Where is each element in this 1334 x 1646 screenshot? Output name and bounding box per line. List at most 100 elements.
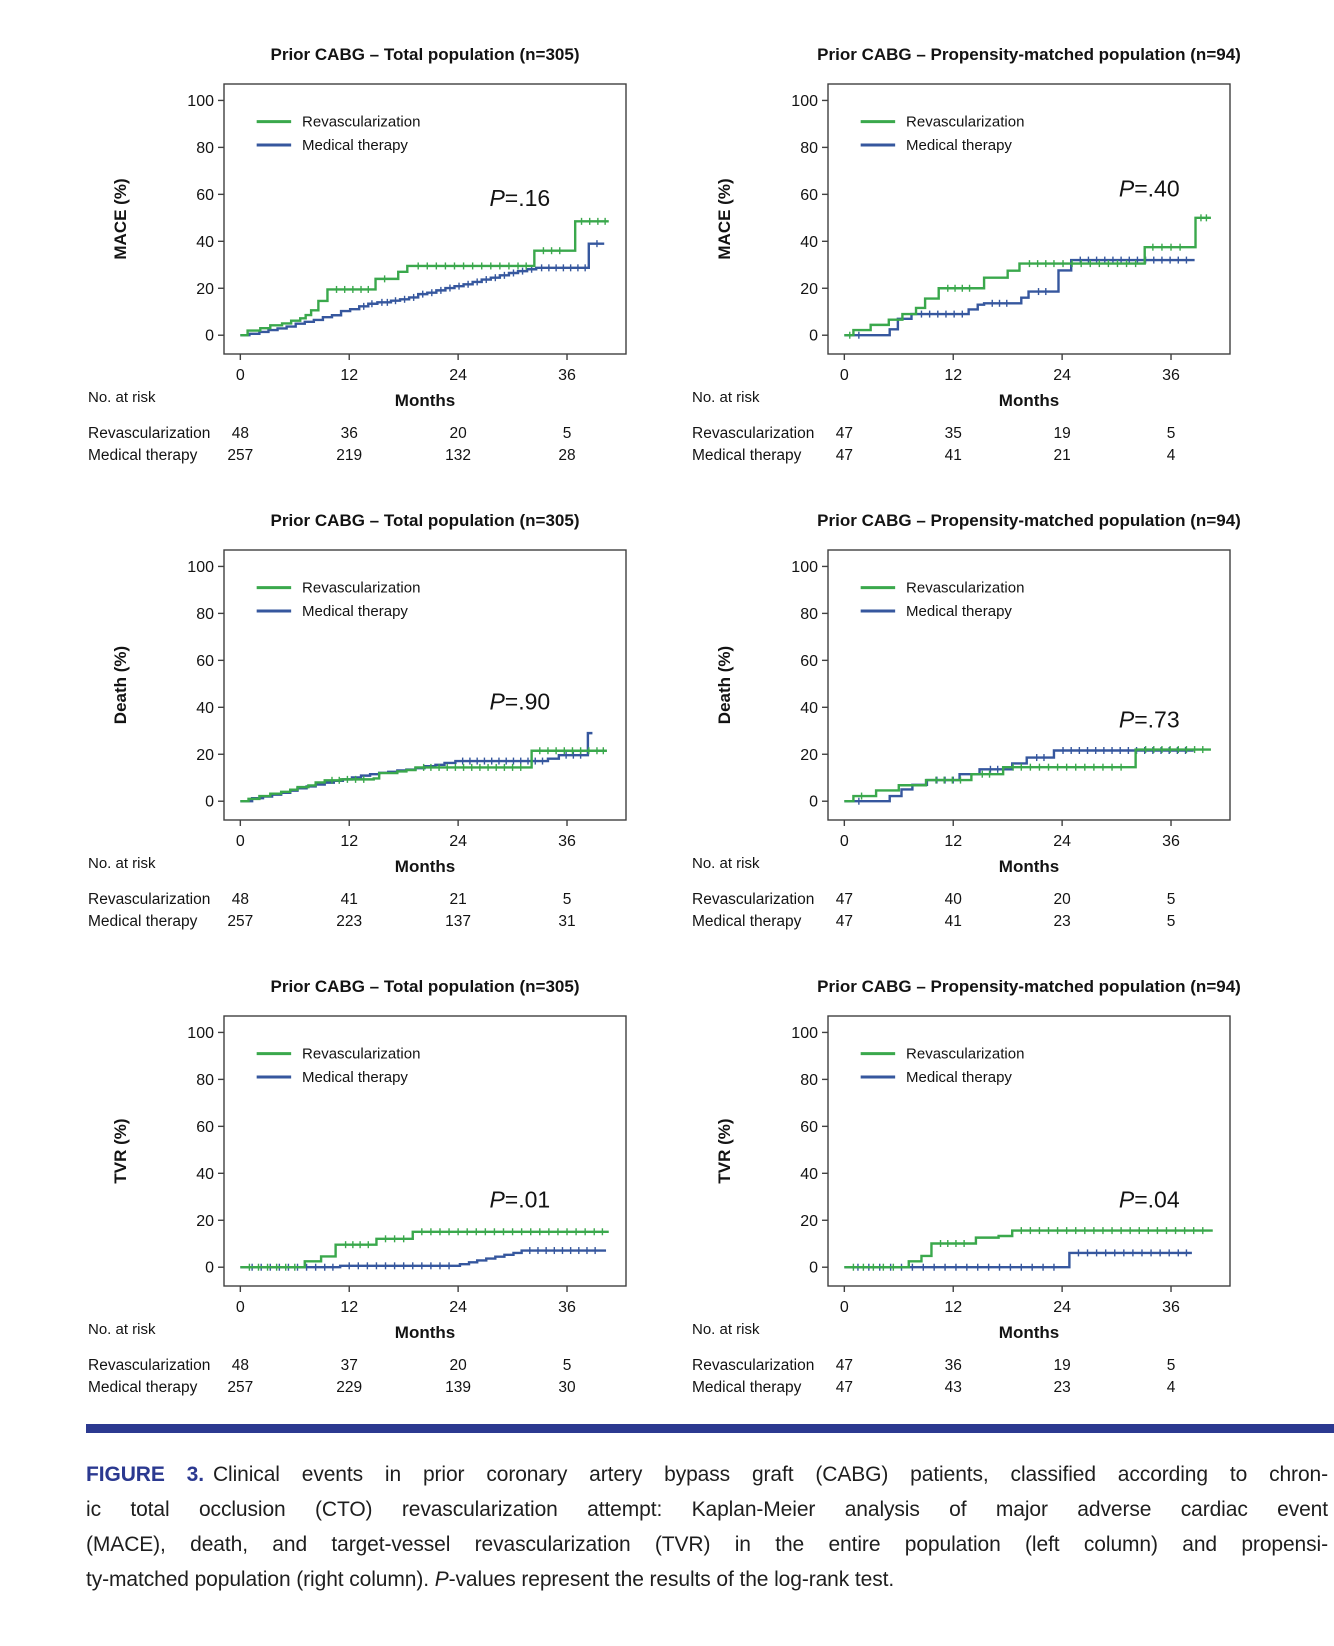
legend-label-medical-therapy: Medical therapy: [906, 137, 1012, 154]
legend-label-medical-therapy: Medical therapy: [906, 1069, 1012, 1086]
risk-table-header: No. at risk: [88, 855, 156, 872]
y-tick-label: 0: [809, 1260, 818, 1277]
risk-value: 47: [836, 891, 853, 908]
risk-row-label-revascularization: Revascularization: [88, 891, 210, 908]
km-curve-revascularization: [844, 216, 1211, 337]
caption-text-1: Clinical events in prior coronary artery…: [212, 1463, 1328, 1486]
y-axis-label: MACE (%): [715, 178, 734, 259]
risk-value: 137: [445, 913, 471, 930]
risk-value: 48: [232, 891, 249, 908]
y-tick-label: 20: [800, 747, 818, 764]
y-tick-label: 0: [809, 328, 818, 345]
risk-value: 4: [1167, 1379, 1176, 1396]
x-tick-label: 24: [449, 1299, 467, 1316]
x-tick-label: 0: [840, 367, 849, 384]
risk-value: 40: [945, 891, 963, 908]
risk-row-label-medical-therapy: Medical therapy: [88, 447, 198, 464]
risk-value: 257: [227, 447, 253, 464]
y-tick-label: 80: [800, 1072, 818, 1089]
x-tick-label: 36: [558, 1299, 576, 1316]
risk-value: 257: [227, 913, 253, 930]
censor-marks-revascularization: [852, 1227, 1204, 1271]
caption-text-p-italic: P: [434, 1568, 449, 1591]
risk-value: 19: [1053, 1357, 1070, 1374]
p-value-label: P=.04: [1119, 1186, 1180, 1212]
risk-row-label-medical-therapy: Medical therapy: [88, 1379, 198, 1396]
y-tick-label: 40: [196, 700, 214, 717]
separator-bar: [86, 1424, 1334, 1433]
x-axis-label: Months: [999, 391, 1059, 410]
y-tick-label: 100: [791, 1025, 818, 1042]
risk-value: 48: [232, 425, 249, 442]
risk-value: 19: [1053, 425, 1070, 442]
risk-value: 43: [945, 1379, 962, 1396]
x-tick-label: 24: [1053, 833, 1071, 850]
risk-table-header: No. at risk: [88, 1321, 156, 1338]
chart-block-death-total: Prior CABG – Total population (n=305) 0 20…: [86, 502, 646, 942]
km-chart-death-matched: Prior CABG – Propensity-matched populati…: [692, 511, 1241, 930]
plot-border: [223, 1015, 627, 1287]
risk-value: 41: [341, 891, 358, 908]
risk-value: 47: [836, 447, 853, 464]
caption-text-3: (MACE), death, and target-vessel revascu…: [86, 1533, 1328, 1556]
x-tick-label: 0: [236, 833, 245, 850]
risk-value: 30: [558, 1379, 576, 1396]
risk-value: 23: [1053, 913, 1070, 930]
y-tick-label: 80: [800, 606, 818, 623]
risk-value: 37: [341, 1357, 358, 1374]
y-tick-label: 20: [196, 281, 214, 298]
risk-value: 20: [449, 425, 467, 442]
risk-value: 5: [563, 891, 572, 908]
x-tick-label: 12: [944, 367, 962, 384]
risk-value: 5: [1167, 425, 1176, 442]
risk-value: 5: [563, 1357, 572, 1374]
risk-value: 41: [945, 913, 962, 930]
km-curve-medical-therapy: [240, 242, 605, 337]
risk-value: 132: [445, 447, 471, 464]
y-tick-label: 60: [196, 187, 214, 204]
y-tick-label: 100: [187, 559, 214, 576]
plot-border: [223, 549, 627, 821]
x-tick-label: 0: [236, 367, 245, 384]
chart-title: Prior CABG – Propensity-matched populati…: [817, 45, 1241, 64]
risk-value: 48: [232, 1357, 249, 1374]
x-tick-label: 12: [340, 833, 358, 850]
p-value-label: P=.73: [1119, 706, 1180, 732]
y-tick-label: 80: [196, 1072, 214, 1089]
x-tick-label: 36: [1162, 1299, 1180, 1316]
risk-value: 229: [336, 1379, 362, 1396]
legend-label-medical-therapy: Medical therapy: [906, 603, 1012, 620]
legend-label-revascularization: Revascularization: [302, 1046, 420, 1063]
x-tick-label: 24: [1053, 367, 1071, 384]
risk-table-header: No. at risk: [692, 1321, 760, 1338]
p-value-label: P=.01: [489, 1186, 550, 1212]
risk-value: 21: [1053, 447, 1070, 464]
chart-block-mace-matched: Prior CABG – Propensity-matched populati…: [690, 36, 1250, 476]
x-tick-label: 12: [944, 833, 962, 850]
km-curve-revascularization: [844, 1229, 1213, 1269]
risk-value: 47: [836, 1379, 853, 1396]
y-tick-label: 0: [205, 328, 214, 345]
x-tick-label: 36: [1162, 367, 1180, 384]
km-curve-medical-therapy: [844, 1251, 1192, 1269]
y-tick-label: 20: [196, 747, 214, 764]
risk-value: 20: [449, 1357, 467, 1374]
chart-title: Prior CABG – Total population (n=305): [270, 511, 579, 530]
x-tick-label: 12: [340, 367, 358, 384]
x-tick-label: 0: [840, 1299, 849, 1316]
risk-value: 21: [449, 891, 466, 908]
x-tick-label: 24: [1053, 1299, 1071, 1316]
y-tick-label: 60: [800, 187, 818, 204]
censor-marks-medical-therapy: [363, 240, 598, 310]
chart-title: Prior CABG – Propensity-matched populati…: [817, 977, 1241, 996]
y-tick-label: 20: [196, 1213, 214, 1230]
y-tick-label: 20: [800, 1213, 818, 1230]
caption-line-2: ic total occlusion (CTO) revascularizati…: [86, 1492, 1328, 1527]
risk-value: 5: [1167, 1357, 1176, 1374]
risk-row-label-medical-therapy: Medical therapy: [692, 447, 802, 464]
y-tick-label: 80: [196, 606, 214, 623]
x-tick-label: 36: [558, 367, 576, 384]
risk-value: 36: [341, 425, 358, 442]
chart-title: Prior CABG – Propensity-matched populati…: [817, 511, 1241, 530]
